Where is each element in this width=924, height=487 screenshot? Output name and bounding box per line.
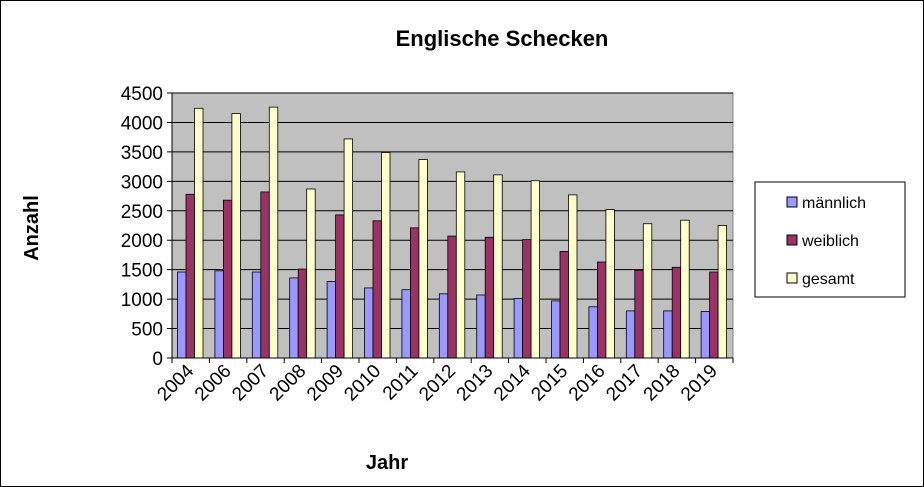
x-tick-label: 2010 [340, 361, 385, 406]
x-tick-label: 2007 [228, 361, 273, 406]
bar-1-2015 [559, 251, 569, 359]
bar-0-2015 [551, 300, 561, 359]
legend-label: männlich [802, 195, 866, 212]
bar-0-2012 [438, 293, 449, 359]
bar-1-2013 [484, 236, 495, 359]
x-tick-label: 2016 [565, 361, 610, 406]
legend-label: gesamt [802, 271, 855, 288]
x-axis-title: Jahr [366, 452, 408, 474]
bar-2-2016 [605, 209, 615, 359]
bar-2-2009 [343, 138, 354, 359]
bar-1-2014 [522, 239, 532, 359]
legend-swatch [786, 234, 798, 246]
bar-2-2004 [194, 107, 204, 359]
x-tick-label: 2011 [379, 361, 423, 405]
bar-0-2016 [588, 306, 598, 359]
bar-2-2007 [268, 106, 279, 359]
x-tick-label: 2012 [415, 361, 460, 406]
bar-1-2011 [409, 227, 420, 359]
bar-0-2018 [663, 310, 673, 359]
x-tick-label: 2019 [677, 361, 722, 406]
y-tick-label: 1000 [121, 290, 163, 311]
bar-2-2015 [568, 194, 578, 359]
bars [177, 106, 727, 359]
y-tick-label: 3000 [121, 172, 163, 193]
bar-1-2006 [222, 199, 233, 359]
chart-title: Englische Schecken [396, 26, 609, 51]
x-tick-label: 2013 [453, 361, 498, 406]
bar-0-2008 [289, 277, 299, 359]
bar-1-2016 [597, 261, 607, 359]
bar-0-2010 [364, 287, 374, 359]
legend: männlich weiblich gesamt [754, 181, 906, 298]
bar-2-2014 [530, 180, 540, 359]
bar-0-2013 [476, 294, 486, 359]
bar-2-2012 [455, 171, 466, 359]
y-tick-label: 0 [152, 349, 163, 370]
legend-label: weiblich [801, 233, 859, 250]
y-axis-title: Anzahl [21, 195, 43, 261]
bar-1-2018 [671, 266, 682, 359]
bar-0-2017 [625, 310, 636, 359]
bar-1-2004 [185, 193, 195, 359]
bar-2-2008 [306, 188, 316, 359]
y-tick-label: 1500 [121, 261, 163, 282]
bar-1-2008 [297, 268, 308, 359]
y-tick-label: 2000 [121, 231, 163, 252]
bar-0-2004 [177, 271, 187, 359]
x-tick-label: 2014 [490, 360, 535, 405]
bar-2-2011 [418, 159, 428, 359]
x-axis: 2004200620072008200920102011201220132014… [153, 358, 734, 406]
bar-1-2010 [372, 220, 382, 359]
bar-0-2019 [700, 311, 710, 359]
y-tick-label: 4500 [121, 84, 163, 105]
bar-0-2006 [214, 270, 224, 359]
bar-2-2019 [717, 225, 727, 359]
legend-box [754, 181, 906, 298]
bar-0-2007 [251, 271, 262, 359]
bar-2-2013 [493, 174, 503, 359]
y-tick-label: 4000 [121, 113, 163, 134]
bar-0-2009 [326, 281, 337, 359]
bar-1-2009 [335, 214, 345, 359]
bar-0-2014 [513, 298, 523, 359]
y-tick-label: 3500 [121, 143, 163, 164]
bar-2-2018 [680, 219, 690, 359]
bar-2-2010 [381, 152, 391, 359]
x-tick-label: 2006 [191, 361, 236, 406]
y-tick-label: 2500 [121, 202, 163, 223]
x-tick-label: 2008 [266, 361, 311, 406]
legend-swatch [786, 272, 798, 284]
x-tick-label: 2015 [527, 361, 572, 406]
y-axis: 0 500 1000 1500 2000 2500 3000 3500 4000 4500 [121, 84, 172, 370]
bar-1-2012 [447, 235, 457, 359]
x-tick-label: 2009 [303, 361, 348, 406]
y-tick-label: 500 [131, 320, 163, 341]
x-tick-label: 2018 [640, 361, 685, 406]
x-tick-label: 2017 [602, 361, 647, 406]
bar-1-2019 [709, 271, 719, 359]
bar-1-2017 [634, 269, 644, 359]
legend-swatch [786, 196, 798, 208]
bar-2-2017 [642, 223, 653, 359]
bar-0-2011 [401, 289, 411, 359]
bar-2-2006 [231, 113, 241, 359]
bar-1-2007 [260, 191, 270, 359]
